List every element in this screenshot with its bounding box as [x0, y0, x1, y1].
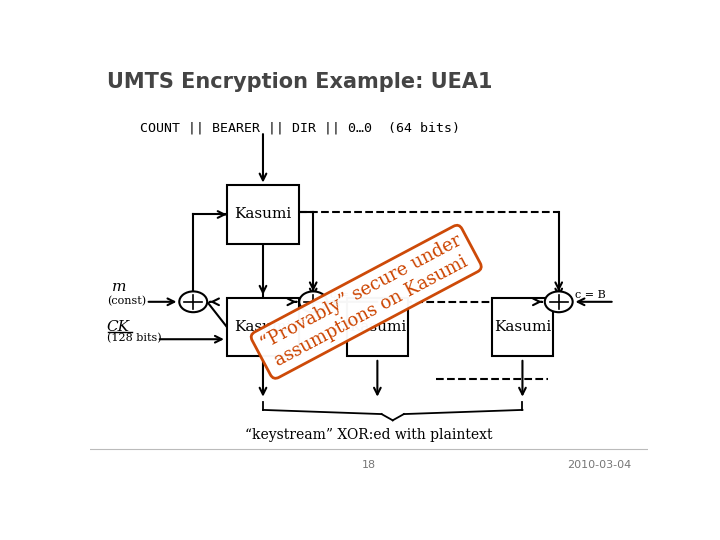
Text: Kasumi: Kasumi [494, 320, 551, 334]
Text: c = B: c = B [575, 289, 606, 300]
FancyBboxPatch shape [347, 298, 408, 356]
Text: COUNT || BEARER || DIR || 0…0  (64 bits): COUNT || BEARER || DIR || 0…0 (64 bits) [140, 122, 460, 134]
Text: Kasumi: Kasumi [348, 320, 406, 334]
Text: CK: CK [107, 320, 130, 334]
Text: UMTS Encryption Example: UEA1: UMTS Encryption Example: UEA1 [107, 72, 492, 92]
Circle shape [179, 292, 207, 312]
Text: Kasumi: Kasumi [234, 320, 292, 334]
Text: “Provably” secure under
assumptions on Kasumi: “Provably” secure under assumptions on K… [258, 232, 474, 372]
Text: (128 bits): (128 bits) [107, 333, 161, 343]
Text: Kasumi: Kasumi [234, 207, 292, 221]
Text: (const): (const) [107, 295, 146, 306]
FancyBboxPatch shape [227, 298, 300, 356]
FancyBboxPatch shape [227, 185, 300, 244]
Text: m: m [112, 280, 127, 294]
FancyBboxPatch shape [492, 298, 553, 356]
Text: c = 1: c = 1 [330, 289, 360, 300]
Circle shape [545, 292, 572, 312]
Text: “keystream” XOR:ed with plaintext: “keystream” XOR:ed with plaintext [246, 428, 492, 442]
Text: 18: 18 [362, 460, 376, 470]
Circle shape [300, 292, 327, 312]
Text: 2010-03-04: 2010-03-04 [567, 460, 631, 470]
